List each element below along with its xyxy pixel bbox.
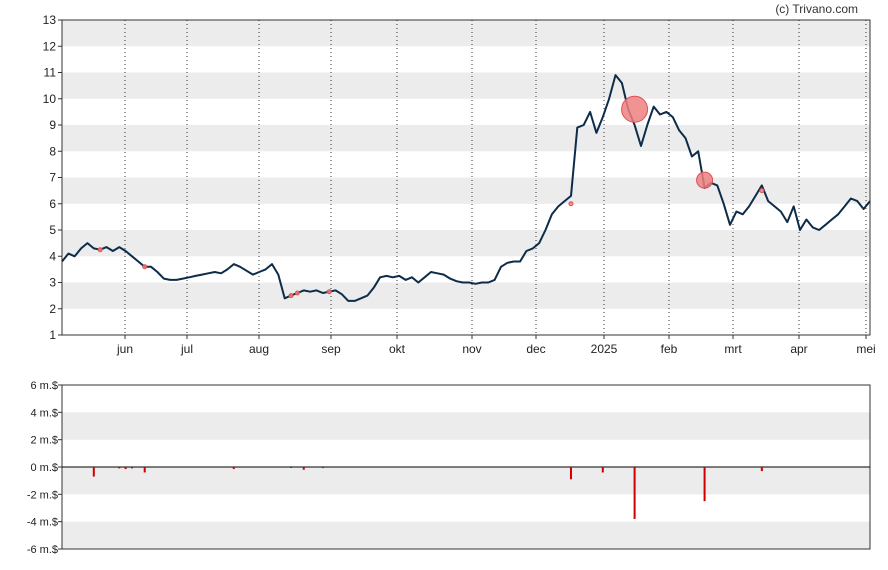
y-tick-label: 13	[43, 13, 57, 27]
x-tick-label: sep	[321, 342, 341, 356]
x-tick-label: okt	[389, 342, 406, 356]
insider-marker	[696, 171, 714, 189]
grid-band	[62, 72, 870, 99]
volume-bar	[290, 467, 293, 468]
y-tick-label: -6 m.$	[27, 544, 58, 556]
insider-marker	[288, 293, 294, 299]
y-tick-label: 2	[49, 302, 56, 316]
insider-marker	[326, 289, 332, 295]
y-tick-label: 4 m.$	[30, 407, 58, 419]
y-tick-label: 10	[43, 92, 57, 106]
y-tick-label: 1	[49, 328, 56, 342]
grid-band	[62, 282, 870, 309]
x-tick-label: 2025	[591, 342, 618, 356]
y-tick-label: 3	[49, 276, 56, 290]
credit-label: (c) Trivano.com	[775, 2, 858, 16]
insider-marker	[621, 95, 649, 123]
insider-marker	[142, 264, 148, 270]
grid-band	[62, 230, 870, 257]
x-tick-label: mrt	[724, 342, 742, 356]
x-tick-label: nov	[462, 342, 481, 356]
x-tick-label: feb	[661, 342, 678, 356]
grid-band	[62, 467, 870, 495]
x-tick-label: mei	[856, 342, 875, 356]
y-tick-label: -4 m.$	[27, 517, 58, 529]
volume-bar	[302, 467, 305, 470]
grid-band	[62, 412, 870, 440]
insider-marker	[294, 290, 300, 296]
x-tick-label: dec	[526, 342, 545, 356]
volume-bar	[569, 467, 572, 480]
y-tick-label: -2 m.$	[27, 489, 58, 501]
volume-bar	[703, 467, 706, 502]
insider-marker	[97, 247, 103, 253]
volume-bar	[92, 467, 95, 477]
volume-bar	[143, 467, 146, 473]
grid-band	[62, 20, 870, 47]
grid-band	[62, 125, 870, 152]
grid-band	[62, 177, 870, 204]
y-tick-label: 6 m.$	[30, 380, 58, 392]
insider-marker	[759, 188, 765, 194]
x-tick-label: aug	[249, 342, 269, 356]
y-tick-label: 4	[49, 249, 56, 263]
volume-bar	[232, 467, 235, 470]
y-tick-label: 12	[43, 39, 57, 53]
y-tick-label: 5	[49, 223, 56, 237]
y-tick-label: 9	[49, 118, 56, 132]
y-tick-label: 2 m.$	[30, 435, 58, 447]
y-tick-label: 8	[49, 144, 56, 158]
x-tick-label: jun	[116, 342, 133, 356]
volume-bar	[321, 467, 324, 469]
volume-bar	[118, 467, 121, 469]
price-line	[61, 74, 871, 302]
y-tick-label: 7	[49, 171, 56, 185]
y-tick-label: 11	[44, 66, 57, 80]
x-tick-label: jul	[180, 342, 193, 356]
x-tick-label: apr	[790, 342, 807, 356]
grid-band	[62, 521, 870, 549]
y-tick-label: 6	[49, 197, 56, 211]
volume-bar	[601, 467, 604, 473]
insider-marker	[568, 201, 574, 207]
volume-bar	[124, 467, 127, 470]
volume-bar	[760, 467, 763, 472]
volume-bar	[633, 467, 636, 519]
volume-bar	[130, 467, 133, 469]
y-tick-label: 0 m.$	[30, 462, 58, 474]
